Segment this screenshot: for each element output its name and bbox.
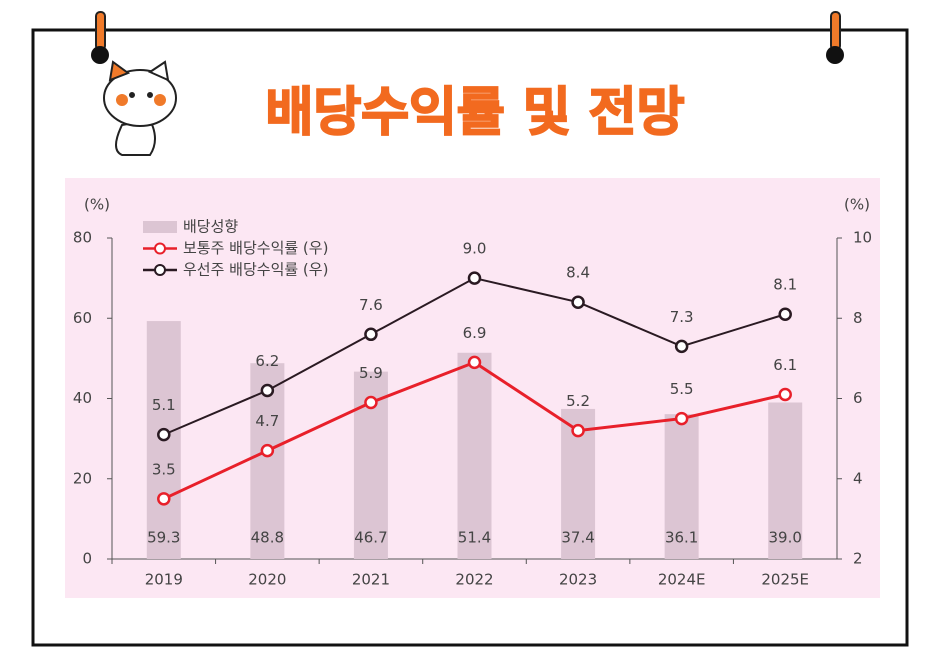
point-value-label: 5.9 — [359, 364, 383, 382]
point-value-label: 3.5 — [152, 460, 176, 478]
point — [157, 492, 171, 506]
y2-tick-label: 10 — [853, 229, 872, 247]
y2-tick-label: 8 — [853, 309, 863, 327]
x-tick-label: 2023 — [559, 571, 597, 589]
bar-value-label: 39.0 — [769, 529, 802, 547]
bar-value-label: 36.1 — [665, 529, 698, 547]
bar-value-label: 59.3 — [147, 529, 180, 547]
legend-marker — [154, 242, 166, 255]
point — [778, 387, 792, 402]
point — [260, 443, 275, 458]
legend-label: 보통주 배당수익률 (우) — [183, 239, 328, 257]
point — [674, 411, 689, 426]
bar-value-label: 48.8 — [251, 529, 284, 547]
point-value-label: 8.1 — [773, 276, 797, 294]
point-value-label: 5.2 — [566, 392, 590, 410]
x-tick-label: 2021 — [352, 571, 390, 589]
y-tick-label: 0 — [82, 550, 92, 568]
legend-marker — [154, 264, 166, 276]
bar-value-label: 37.4 — [561, 529, 594, 547]
point-value-label: 5.1 — [152, 396, 176, 414]
point — [571, 295, 585, 309]
y2-axis-unit: (%) — [844, 196, 870, 214]
y-tick-label: 60 — [73, 309, 92, 327]
bar — [457, 352, 492, 559]
y-tick-label: 40 — [73, 389, 92, 407]
point-value-label: 7.3 — [670, 308, 694, 326]
cat-icon — [103, 60, 177, 156]
bar — [768, 402, 803, 559]
pins — [91, 11, 844, 64]
y2-tick-label: 4 — [853, 469, 863, 487]
y-tick-label: 80 — [73, 229, 92, 247]
point-value-label: 8.4 — [566, 264, 590, 282]
bar-value-label: 46.7 — [354, 529, 387, 547]
y-axis-unit: (%) — [84, 196, 110, 214]
x-tick-label: 2025E — [761, 571, 809, 589]
point — [674, 339, 689, 354]
point-value-label: 9.0 — [463, 240, 487, 258]
point — [467, 271, 482, 285]
point — [260, 383, 275, 398]
point — [157, 427, 171, 442]
x-tick-label: 2020 — [248, 571, 286, 589]
point-value-label: 6.9 — [463, 324, 487, 342]
point — [364, 327, 378, 342]
point — [364, 395, 378, 410]
point-value-label: 6.2 — [255, 352, 279, 370]
y2-tick-label: 6 — [853, 389, 863, 407]
point-value-label: 5.5 — [670, 380, 694, 398]
point-value-label: 7.6 — [359, 296, 383, 314]
legend-swatch — [143, 221, 177, 233]
legend-label: 우선주 배당수익률 (우) — [183, 261, 328, 279]
point — [467, 355, 482, 370]
y-tick-label: 20 — [73, 469, 92, 487]
bar-value-label: 51.4 — [458, 529, 491, 547]
legend-label: 배당성향 — [183, 218, 238, 236]
point — [571, 423, 585, 438]
x-tick-label: 2022 — [455, 571, 493, 589]
x-tick-label: 2024E — [658, 571, 706, 589]
point-value-label: 6.1 — [773, 356, 797, 374]
y2-tick-label: 2 — [853, 550, 863, 568]
point-value-label: 4.7 — [255, 412, 279, 430]
point — [778, 307, 792, 321]
bar — [664, 414, 699, 559]
title: 배당수익률 및 전망 — [266, 83, 685, 143]
x-tick-label: 2019 — [145, 571, 183, 589]
